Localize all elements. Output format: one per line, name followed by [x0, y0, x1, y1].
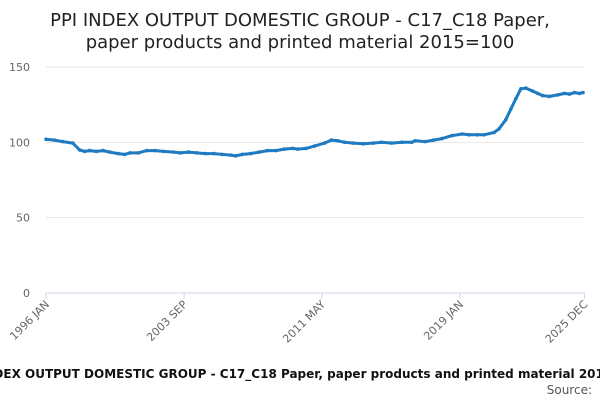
- gridlines: [46, 66, 585, 219]
- data-point: [108, 150, 112, 154]
- data-point: [504, 117, 508, 122]
- chart-caption: PPI INDEX OUTPUT DOMESTIC GROUP - C17_C1…: [0, 367, 600, 382]
- data-point: [351, 141, 355, 145]
- data-point: [203, 151, 208, 156]
- data-point: [312, 144, 317, 148]
- data-point: [423, 139, 428, 144]
- data-point: [274, 148, 278, 153]
- data-point: [567, 92, 572, 96]
- data-point: [153, 148, 157, 153]
- data-point: [467, 133, 471, 137]
- data-point: [524, 86, 528, 90]
- x-axis-ticks: 1996 JAN 2003 SEP 2011 MAY 2019 JAN 2025 DEC: [7, 293, 591, 346]
- data-point: [361, 142, 366, 146]
- data-point: [52, 138, 57, 142]
- data-point: [509, 107, 513, 111]
- x-tick-label: 2011 MAY: [280, 298, 328, 346]
- data-point: [228, 153, 233, 157]
- data-point: [136, 151, 141, 155]
- y-tick-label: 150: [9, 61, 30, 74]
- x-tick-label: 2003 SEP: [144, 298, 190, 344]
- source-label: Source:: [547, 383, 592, 397]
- data-point: [379, 140, 384, 145]
- data-point: [572, 90, 577, 95]
- chart-title-line-2: paper products and printed material 2015…: [86, 32, 515, 53]
- data-point: [581, 90, 585, 95]
- data-point: [171, 150, 176, 154]
- data-point: [410, 140, 414, 145]
- data-point: [431, 138, 436, 142]
- data-point: [186, 150, 191, 154]
- data-point: [540, 93, 545, 98]
- data-point: [371, 141, 376, 145]
- data-point: [556, 93, 560, 97]
- data-point: [161, 149, 166, 154]
- data-point: [413, 139, 418, 143]
- data-point: [290, 146, 295, 151]
- data-point: [61, 139, 65, 144]
- data-point: [282, 147, 287, 151]
- y-tick-label: 100: [9, 136, 30, 149]
- y-axis-ticks: 0 50 100 150: [9, 61, 30, 300]
- data-point: [144, 148, 149, 153]
- data-point: [116, 151, 120, 156]
- data-point: [220, 152, 224, 157]
- x-tick-label: 2019 JAN: [421, 298, 466, 343]
- data-point: [240, 152, 245, 157]
- data-point: [547, 94, 552, 99]
- data-point: [195, 151, 199, 155]
- data-point: [475, 133, 480, 137]
- data-point: [389, 141, 394, 145]
- data-point: [450, 133, 454, 138]
- data-point: [519, 87, 523, 91]
- data-point: [329, 138, 334, 142]
- data-point: [497, 127, 501, 131]
- data-point: [212, 151, 216, 156]
- data-point: [87, 148, 92, 153]
- x-tick-label: 2025 DEC: [543, 298, 591, 346]
- data-point: [265, 148, 270, 153]
- data-point: [342, 140, 347, 145]
- data-point: [82, 149, 87, 154]
- data-point: [123, 152, 127, 157]
- y-tick-label: 50: [16, 212, 30, 225]
- data-point: [94, 149, 99, 154]
- data-point: [535, 91, 540, 96]
- data-point: [460, 132, 465, 136]
- data-point: [77, 148, 82, 152]
- data-point: [482, 133, 486, 137]
- data-point: [304, 146, 308, 151]
- data-point: [128, 151, 132, 155]
- chart-title-line-1: PPI INDEX OUTPUT DOMESTIC GROUP - C17_C1…: [50, 10, 550, 31]
- data-point: [562, 91, 567, 96]
- series-layer: [44, 86, 585, 158]
- data-point: [71, 141, 75, 145]
- data-point: [440, 136, 444, 141]
- data-point: [336, 139, 340, 143]
- x-tick-label: 1996 JAN: [7, 298, 52, 343]
- data-point: [322, 141, 327, 145]
- data-point: [257, 150, 261, 154]
- data-point: [44, 137, 48, 142]
- data-point: [530, 89, 535, 93]
- data-point: [178, 151, 183, 155]
- data-point: [577, 91, 582, 96]
- data-point: [248, 151, 253, 156]
- data-point: [295, 147, 300, 151]
- data-point: [492, 130, 496, 135]
- data-point: [400, 140, 404, 145]
- y-tick-label: 0: [23, 287, 30, 300]
- data-point: [101, 148, 105, 153]
- data-point: [514, 96, 518, 101]
- data-point: [233, 154, 238, 158]
